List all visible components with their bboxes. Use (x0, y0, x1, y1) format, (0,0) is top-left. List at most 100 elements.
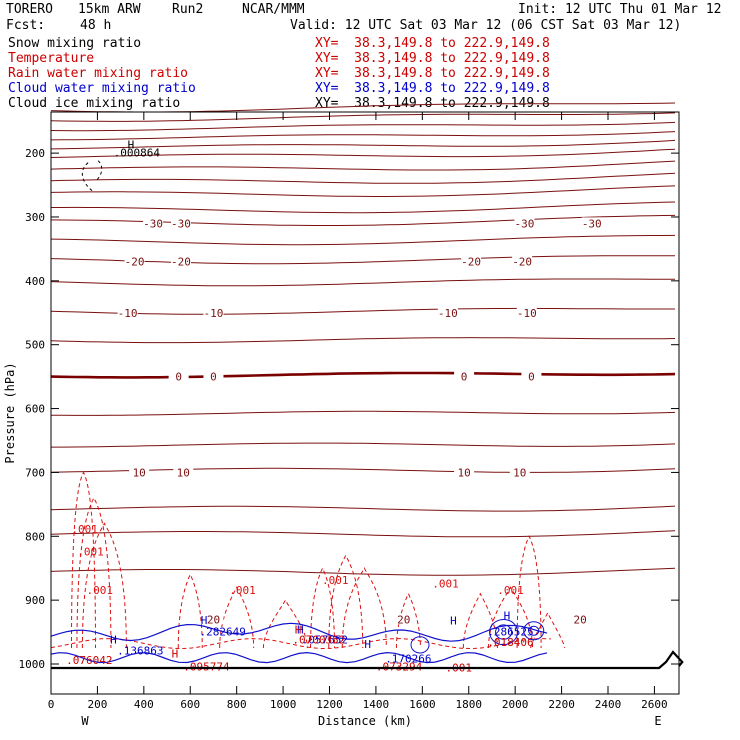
y-tick-label: 1000 (19, 658, 46, 671)
isotherm-label: -30 (171, 217, 191, 230)
isotherm-label-bg (454, 466, 475, 478)
x-tick-label: 1400 (363, 698, 390, 711)
rain-contour (70, 471, 96, 649)
isotherm-label-bg (143, 217, 164, 229)
contour-max-label: .170266 (385, 653, 431, 666)
contour-max-label: H (128, 139, 135, 152)
isotherm-label-bg (521, 370, 542, 382)
x-tick-label: 2400 (595, 698, 622, 711)
isotherm-line (50, 371, 676, 379)
rain-contour (328, 554, 364, 649)
isotherm-label: 10 (457, 466, 470, 479)
isotherm-label-bg (117, 306, 138, 318)
y-axis-title: Pressure (hPa) (3, 362, 17, 463)
cloud-contour-cell (523, 621, 545, 641)
forecast-hour: 48 h (80, 18, 112, 33)
contour-max-label: H (201, 614, 208, 627)
contour-max-label: H (172, 648, 179, 661)
isotherm-label: -20 (461, 256, 481, 269)
isotherm-label-bg (203, 370, 224, 382)
contour-max-label: .057652 (302, 634, 348, 647)
right-endpoint-label: E (654, 714, 661, 728)
contour-max-label: .0700352 (292, 634, 345, 647)
rain-contour (81, 522, 127, 649)
isotherm-label-bg (170, 217, 191, 229)
legend-xy-temperature: XY= 38.3,149.8 to 222.9,149.8 (315, 51, 550, 66)
y-tick-label: 400 (25, 275, 45, 288)
isotherm-line (50, 530, 676, 538)
isotherm-label: 10 (133, 466, 146, 479)
contour-max-label: .286525 (487, 625, 533, 638)
legend-label-cloudice: Cloud ice mixing ratio (8, 96, 181, 111)
x-tick-label: 1000 (270, 698, 297, 711)
contour-max-label: .136863 (117, 644, 163, 657)
contour-max-label: .076042 (66, 654, 112, 667)
isotherm-label: 0 (528, 371, 535, 384)
contour-max-label: H (450, 614, 457, 627)
rain-contour (76, 496, 112, 649)
isotherm-label-bg (570, 613, 591, 625)
isotherm-label-bg (461, 255, 482, 267)
isotherm-line (50, 255, 675, 265)
legend-xy-rain: XY= 38.3,149.8 to 222.9,149.8 (315, 66, 550, 81)
model-resolution: 15km ARW (78, 2, 141, 17)
contour-max-label: H (110, 634, 117, 647)
isotherm-label-bg (514, 217, 535, 229)
contour-labels: -30 -30 -30 -30 -20 -20 -20 -20 -10 -10 -10 -10 0 0 0 0… (66, 139, 602, 675)
isotherm-line (50, 185, 676, 197)
contour-max-label: .018406 (487, 636, 533, 649)
rain-contour (395, 592, 421, 649)
cloud-contour-cell (410, 636, 430, 654)
cloud-water-contours (50, 160, 548, 664)
isotherm-line (50, 307, 675, 315)
run-label: Run2 (172, 2, 204, 17)
isotherm-line (50, 567, 676, 576)
isotherm-label: 0 (461, 371, 468, 384)
cloud-contour-cell (489, 618, 519, 646)
isotherm-label: -20 (171, 256, 191, 269)
isotherm-label-bg (129, 466, 150, 478)
x-tick-label: 1200 (316, 698, 343, 711)
isotherm-label: -10 (517, 307, 537, 320)
isotherm-label: 10 (177, 466, 190, 479)
contour-max-label: .282649 (200, 625, 246, 638)
x-tick-label: 2200 (548, 698, 575, 711)
legend-label-temperature: Temperature (8, 51, 95, 66)
plot-frame (50, 111, 680, 695)
isotherm-label-bg (581, 217, 602, 229)
terrain-surface (51, 650, 684, 670)
cloud-contour-bottom (50, 651, 548, 664)
isotherm-label-bg (437, 306, 458, 318)
isotherm-label-bg (393, 613, 414, 625)
axes: 0 200 400 600 800 1000 1200 1400 1600 1800 2000 220… (3, 111, 684, 728)
isotherm-line (50, 172, 676, 184)
y-tick-label: 500 (25, 339, 45, 352)
isotherm-label: 20 (574, 613, 587, 626)
isotherm-label: -10 (118, 307, 138, 320)
x-tick-label: 400 (134, 698, 154, 711)
temperature-isotherms (50, 102, 676, 576)
y-tick-label: 200 (25, 147, 45, 160)
isotherm-label-bg (512, 255, 533, 267)
isotherm-label-bg (203, 613, 224, 625)
isotherm-line (50, 160, 676, 171)
rain-water-contours (50, 471, 566, 650)
y-tick-label: 900 (25, 594, 45, 607)
cloud-ice-contour (81, 160, 103, 192)
x-tick-label: 1800 (456, 698, 483, 711)
isotherm-label-bg (203, 306, 224, 318)
x-tick-label: 200 (87, 698, 107, 711)
rain-contour-label: .001 (86, 584, 113, 597)
isotherm-line (50, 139, 676, 150)
isotherm-line (50, 337, 676, 344)
x-tick-label: 2600 (641, 698, 668, 711)
isotherm-label-bg (124, 255, 145, 267)
y-tick-label: 600 (25, 403, 45, 416)
isotherm-label-bg (173, 466, 194, 478)
rain-contour-base (50, 638, 552, 650)
rain-contour-label: .001 (432, 577, 459, 590)
isotherm-label: -10 (438, 307, 458, 320)
contour-max-label: .095774 (183, 660, 230, 673)
cloud-contour-cell (495, 624, 513, 640)
